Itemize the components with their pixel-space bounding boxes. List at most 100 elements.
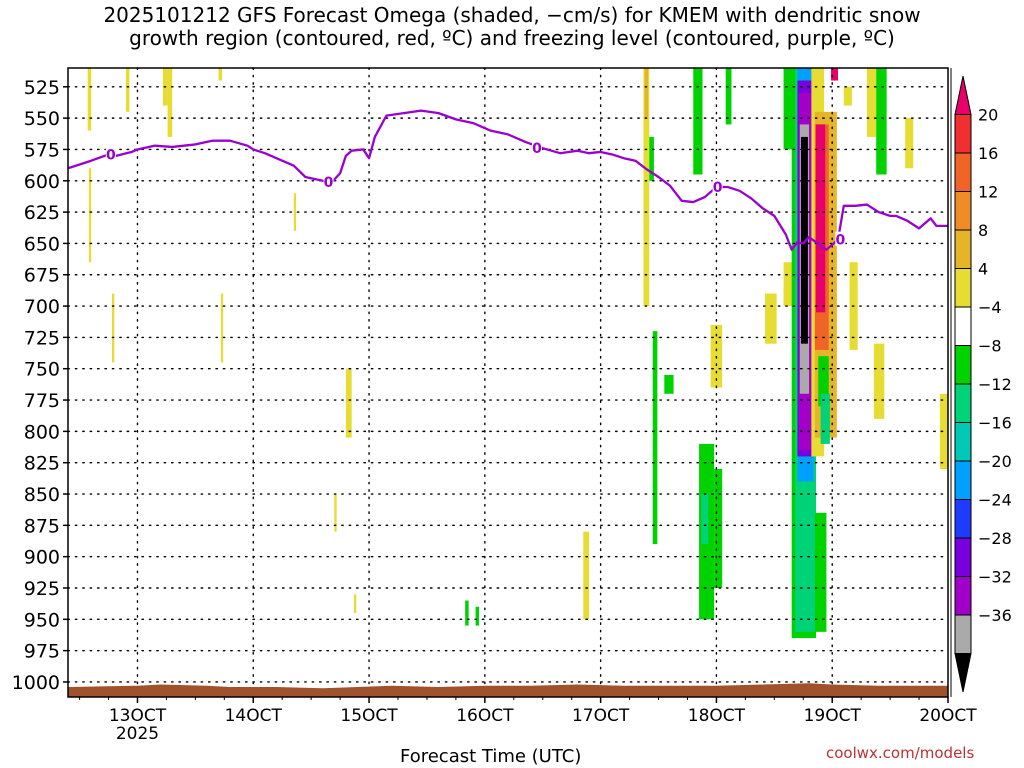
y-tick-label: 725 [24, 327, 60, 349]
colorbar-band [954, 460, 972, 500]
omega-patch [843, 86, 852, 106]
colorbar-band [954, 422, 972, 462]
y-tick-label: 600 [24, 171, 60, 193]
omega-patch [88, 168, 92, 263]
terrain-layer [68, 683, 948, 697]
omega-patch [873, 343, 885, 419]
x-tick-label: 17OCT [572, 706, 630, 726]
colorbar-label: −36 [978, 606, 1012, 625]
colorbar-label: −4 [978, 298, 1002, 317]
freezing-level-label: 0 [532, 141, 542, 157]
chart-title-line2: growth region (contoured, red, ºC) and f… [129, 26, 895, 50]
freezing-level-label-bg [105, 146, 116, 161]
y-tick-label: 650 [24, 233, 60, 255]
axes-layer: 525 550 575 600 625 650 675 700 725 750 775 800 825 8… [12, 67, 977, 744]
grid-layer [67, 67, 949, 698]
freezing-level-label: 0 [713, 180, 723, 196]
colorbar-top-triangle [954, 75, 972, 115]
colorbar-label: −8 [978, 337, 1002, 356]
omega-patch [783, 68, 793, 150]
colorbar-label: −12 [978, 375, 1012, 394]
omega-patch [818, 356, 829, 407]
x-tick-label: 15OCT [340, 706, 398, 726]
freezing-level-label: 0 [324, 175, 334, 191]
colorbar-band [954, 383, 972, 423]
omega-patch [334, 494, 337, 532]
colorbar-band [954, 114, 972, 154]
omega-patch [693, 68, 703, 175]
terrain-surface [68, 683, 948, 697]
x-tick-label: 19OCT [804, 706, 862, 726]
x-tick-label: 16OCT [456, 706, 514, 726]
x-tick-label: 20OCT [919, 706, 977, 726]
y-tick-label: 950 [24, 609, 60, 631]
omega-patch [876, 68, 887, 175]
omega-patch [831, 68, 838, 81]
omega-patch [220, 293, 224, 363]
watermark: coolwx.com/models [826, 744, 975, 762]
y-tick-label: 800 [24, 421, 60, 443]
omega-patch [218, 68, 222, 81]
plot-frame [67, 67, 949, 698]
chart-title: 2025101212 GFS Forecast Omega (shaded, −… [0, 4, 1024, 50]
colorbar-band [954, 537, 972, 577]
colorbar-band [954, 306, 972, 346]
omega-patch [765, 293, 777, 344]
omega-patch [167, 68, 173, 137]
colorbar-band [954, 229, 972, 269]
omega-patch [644, 68, 649, 119]
y-tick-label: 675 [24, 265, 60, 287]
colorbar-label: 16 [978, 144, 998, 163]
colorbar-label: 4 [978, 260, 988, 279]
omega-patch [820, 393, 830, 444]
y-tick-label: 750 [24, 359, 60, 381]
omega-patch [714, 468, 723, 588]
freezing-level-label-bg [835, 231, 846, 246]
colorbar-band [954, 268, 972, 308]
colorbar-label: −16 [978, 414, 1012, 433]
y-tick-label: 775 [24, 390, 60, 412]
x-axis-title: Forecast Time (UTC) [400, 746, 582, 767]
freezing-level-label-bg [531, 140, 542, 155]
omega-patch [354, 594, 357, 614]
colorbar-label: −32 [978, 568, 1012, 587]
colorbar-band [954, 576, 972, 616]
y-tick-label: 550 [24, 108, 60, 130]
y-tick-label: 700 [24, 296, 60, 318]
omega-patch [475, 606, 480, 626]
omega-patch [345, 368, 352, 438]
colorbar-band [954, 614, 972, 654]
omega-patch [701, 494, 709, 545]
colorbar-label: −28 [978, 529, 1012, 548]
y-tick-label: 825 [24, 453, 60, 475]
y-tick-label: 900 [24, 547, 60, 569]
colorbar-band [954, 152, 972, 192]
colorbar-band [954, 499, 972, 539]
omega-patch [814, 512, 827, 632]
freezing-level-label-bg [323, 174, 334, 189]
freezing-level-line [67, 109, 948, 251]
chart-title-line1: 2025101212 GFS Forecast Omega (shaded, −… [103, 3, 921, 27]
omega-patch [783, 262, 793, 307]
y-tick-label: 1000 [12, 672, 60, 694]
freezing-level-label-bg [712, 179, 723, 194]
y-tick-label: 625 [24, 202, 60, 224]
omega-patch [664, 374, 674, 394]
y-tick-label: 525 [24, 77, 60, 99]
colorbar-band [954, 191, 972, 231]
omega-patch [643, 68, 650, 307]
colorbar-label: −20 [978, 452, 1012, 471]
x-tick-label: 14OCT [225, 706, 283, 726]
y-tick-label: 575 [24, 139, 60, 161]
y-tick-label: 850 [24, 484, 60, 506]
x-tick-label: 13OCT [109, 706, 167, 726]
colorbar-bottom-triangle [954, 653, 972, 693]
colorbar-label: 8 [978, 221, 988, 240]
omega-patch [939, 393, 948, 469]
omega-patch [652, 331, 658, 545]
omega-patch [800, 136, 808, 344]
omega-patch [293, 193, 297, 231]
omega-patch [725, 68, 732, 125]
y-tick-label: 925 [24, 578, 60, 600]
